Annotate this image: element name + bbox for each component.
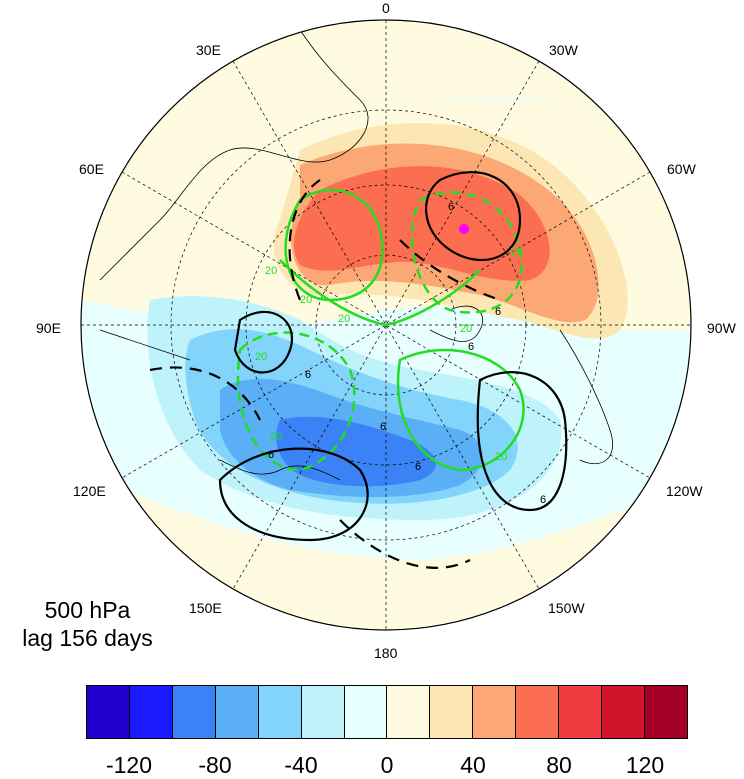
caption-level: 500 hPa [44, 597, 131, 623]
lon-label-60e: 60E [79, 161, 104, 177]
green-label: 20 [338, 313, 350, 325]
lon-label-150w: 150W [548, 600, 585, 616]
green-label: 20 [270, 431, 282, 443]
colorbar-tick-label: 120 [625, 752, 665, 778]
black-label: 6 [415, 461, 421, 473]
green-label: 20 [300, 294, 312, 306]
colorbar [86, 685, 688, 739]
lon-label-90w: 90W [707, 320, 736, 336]
colorbar-box [87, 686, 130, 738]
colorbar-box [473, 686, 517, 738]
black-label: 6 [305, 369, 311, 381]
colorbar-box [344, 686, 388, 738]
black-label: 6 [448, 201, 454, 213]
colorbar-box [516, 686, 560, 738]
colorbar-box [644, 686, 687, 738]
caption: 500 hPa lag 156 days [0, 596, 175, 652]
black-label: 6 [380, 421, 386, 433]
colorbar-box [559, 686, 603, 738]
lon-label-120w: 120W [666, 483, 703, 499]
colorbar-tick-label: -80 [198, 752, 232, 778]
colorbar-box [387, 686, 431, 738]
graticule [81, 20, 691, 630]
colorbar-box [301, 686, 345, 738]
lon-label-30e: 30E [196, 42, 221, 58]
green-label: 20 [460, 323, 472, 335]
green-label: 20 [495, 451, 507, 463]
black-label: 6 [495, 306, 501, 318]
black-label: 6 [540, 494, 546, 506]
coastlines [99, 29, 613, 481]
lon-label-90e: 90E [36, 320, 61, 336]
shading-red-orange [293, 166, 550, 281]
reference-point-marker [459, 224, 469, 234]
caption-lag: lag 156 days [22, 625, 153, 651]
black-label: 6 [268, 449, 274, 461]
colorbar-box [430, 686, 474, 738]
lon-label-180: 180 [374, 645, 398, 661]
colorbar-tick-label: 40 [460, 752, 486, 778]
lon-label-150e: 150E [189, 600, 222, 616]
colorbar-tick-label: -40 [284, 752, 318, 778]
colorbar-box [215, 686, 259, 738]
colorbar-tick-label: -120 [105, 752, 153, 778]
colorbar-box [129, 686, 173, 738]
shading-blue-deep [276, 416, 437, 487]
map-border [80, 19, 692, 631]
lon-label-0: 0 [382, 0, 390, 16]
lon-label-30w: 30W [549, 42, 578, 58]
green-label: 20 [265, 265, 277, 277]
green-contours [236, 188, 525, 472]
colorbar-tick-label: 80 [546, 752, 572, 778]
black-contours [149, 171, 568, 569]
green-label: 20 [255, 351, 267, 363]
colorbar-tick-label: 0 [380, 752, 394, 778]
colorbar-box [172, 686, 216, 738]
lon-label-120e: 120E [73, 483, 106, 499]
lon-label-60w: 60W [667, 161, 696, 177]
green-label: 20 [510, 246, 522, 258]
black-label: 6 [468, 341, 474, 353]
colorbar-box [602, 686, 645, 738]
colorbar-box [258, 686, 302, 738]
